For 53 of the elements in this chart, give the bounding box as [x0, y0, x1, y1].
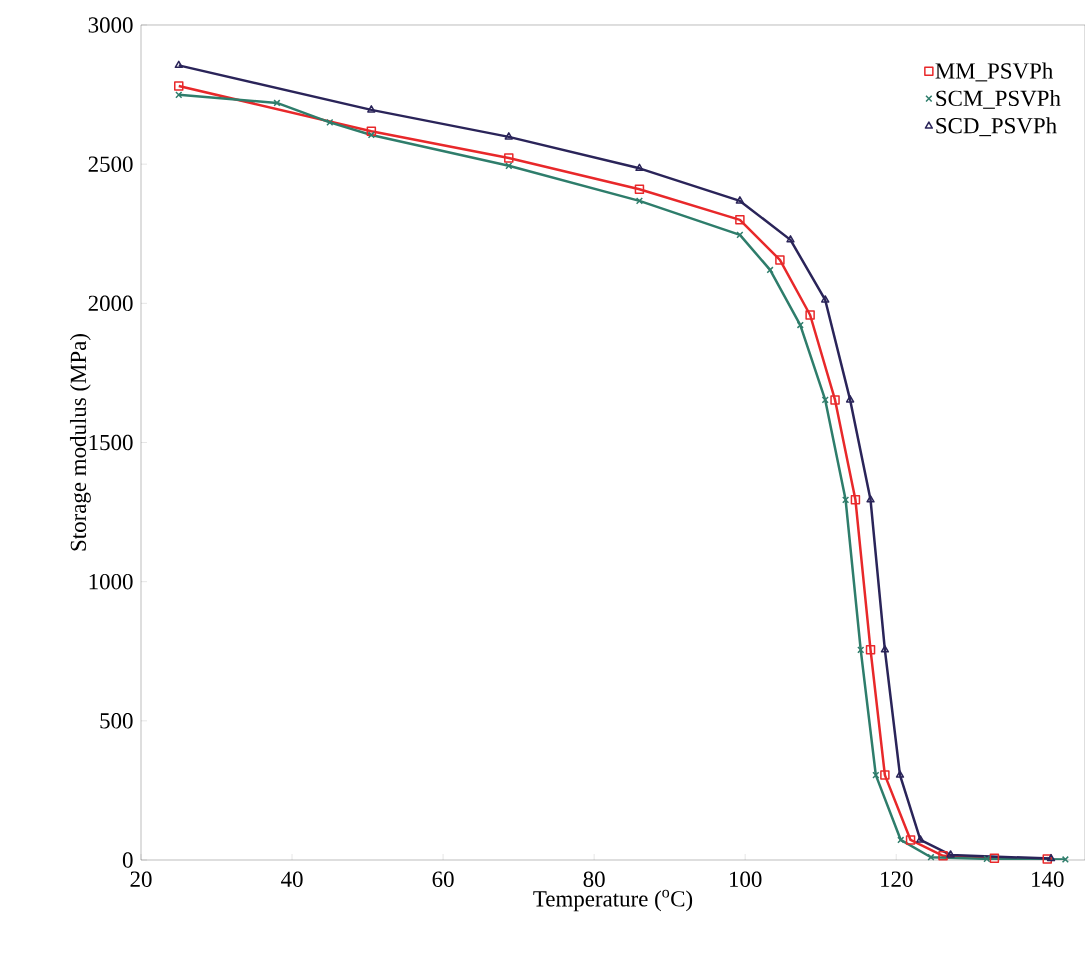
point	[989, 853, 1000, 864]
point	[775, 255, 785, 265]
point	[821, 295, 830, 303]
point	[273, 99, 281, 107]
point	[805, 310, 815, 320]
point	[938, 851, 948, 861]
point	[946, 850, 955, 858]
point	[635, 163, 644, 172]
point	[735, 196, 745, 204]
y-tick-label: 2000	[88, 295, 133, 312]
point	[366, 126, 377, 137]
point	[1061, 855, 1069, 864]
point	[880, 645, 890, 653]
point	[880, 770, 890, 780]
x-tick-label: 120	[881, 871, 913, 887]
point	[736, 231, 744, 239]
point	[850, 495, 861, 505]
point	[905, 835, 916, 845]
point	[786, 235, 795, 243]
point	[504, 132, 513, 140]
point	[634, 184, 645, 194]
y-tick-label: 0	[122, 852, 133, 868]
legend-label: SCM_PSVPh	[936, 89, 1061, 109]
legend-label: SCD_PSVPh	[936, 117, 1057, 137]
y-tick-label: 3000	[88, 17, 133, 33]
y-tick-label: 2500	[88, 156, 133, 172]
legend-label: MM_PSVPh	[935, 62, 1053, 82]
point	[866, 495, 875, 503]
x-tick-label: 80	[583, 871, 605, 887]
point	[895, 770, 905, 778]
point	[983, 855, 991, 863]
x-axis-title: Temperature ($^{o}$C)	[533, 889, 693, 912]
y-tick-label: 1000	[89, 573, 133, 590]
point	[174, 81, 184, 91]
y-tick-label: 1500	[89, 434, 133, 451]
point	[505, 162, 513, 170]
x-tick-label: 40	[281, 871, 303, 887]
point	[174, 60, 183, 69]
point	[865, 645, 876, 655]
point	[916, 835, 925, 843]
x-tick-label: 60	[432, 871, 454, 887]
point	[845, 395, 855, 403]
point	[1042, 854, 1052, 864]
y-tick-label: 500	[100, 713, 133, 729]
x-tick-label: 20	[130, 871, 152, 887]
x-tick-label: 100	[730, 871, 762, 887]
point	[504, 153, 514, 163]
point	[766, 266, 774, 274]
point	[830, 395, 840, 405]
x-tick-label: 140	[1032, 871, 1064, 887]
point	[367, 105, 376, 113]
point	[1046, 853, 1056, 862]
point	[735, 215, 745, 225]
